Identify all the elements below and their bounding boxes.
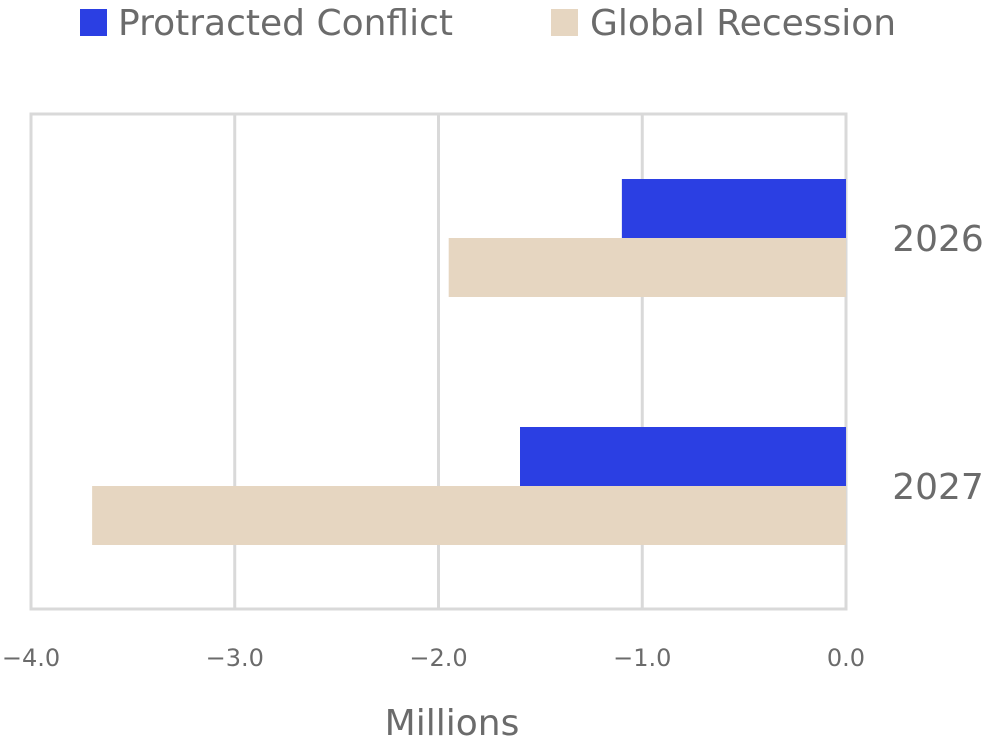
x-axis-title: Millions xyxy=(385,703,520,744)
plot-frame xyxy=(29,112,848,611)
category-label: 2027 xyxy=(892,467,984,508)
bars xyxy=(92,179,846,545)
bar-protracted-conflict-2026 xyxy=(621,179,846,238)
x-tick-labels: −4.0 −3.0 −2.0 −1.0 0.0 xyxy=(2,644,865,672)
legend-label: Protracted Conflict xyxy=(118,3,453,44)
x-tick-label: −2.0 xyxy=(409,644,467,672)
x-tick-label: 0.0 xyxy=(827,644,865,672)
bar-global-recession-2026 xyxy=(448,238,846,297)
category-label: 2026 xyxy=(892,219,984,260)
x-tick-label: −4.0 xyxy=(2,644,60,672)
legend-swatch xyxy=(80,9,107,36)
legend: Protracted Conflict Global Recession xyxy=(80,3,896,44)
bar-global-recession-2027 xyxy=(92,486,846,545)
x-tick-label: −1.0 xyxy=(613,644,671,672)
x-tick-label: −3.0 xyxy=(206,644,264,672)
bar-protracted-conflict-2027 xyxy=(520,427,846,486)
category-labels: 2026 2027 xyxy=(892,219,984,508)
legend-label: Global Recession xyxy=(590,3,896,44)
legend-swatch xyxy=(551,9,578,36)
